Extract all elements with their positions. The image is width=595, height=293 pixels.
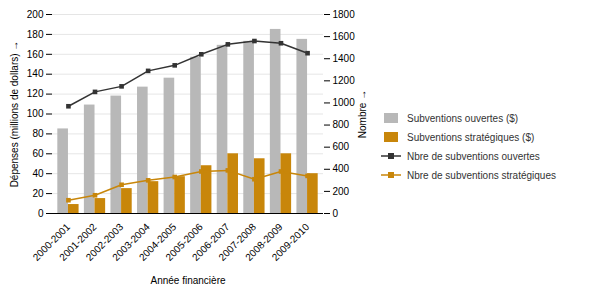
svg-text:0: 0 <box>38 208 44 219</box>
svg-text:1200: 1200 <box>333 75 356 86</box>
svg-text:1400: 1400 <box>333 53 356 64</box>
html-text:Subventions ouvertes ($): Subventions ouvertes ($) <box>407 112 519 124</box>
svg-text:2005-2006: 2005-2006 <box>163 221 205 263</box>
svg-text:2007-2008: 2007-2008 <box>216 221 259 263</box>
svg-text:2001-2002: 2001-2002 <box>57 221 99 263</box>
svg-text:2003-2004: 2003-2004 <box>110 221 152 263</box>
svg-text:100: 100 <box>27 108 44 119</box>
svg-text:1000: 1000 <box>333 97 356 108</box>
svg-text:2008-2009: 2008-2009 <box>243 221 285 263</box>
svg-text:2004-2005: 2004-2005 <box>136 221 179 263</box>
svg-text:Dépenses (millions de dollars): Dépenses (millions de dollars) → <box>9 41 20 188</box>
svg-text:160: 160 <box>27 49 44 60</box>
svg-text:800: 800 <box>333 119 350 130</box>
svg-text:200: 200 <box>333 186 350 197</box>
svg-text:60: 60 <box>32 148 44 159</box>
svg-text:2006-2007: 2006-2007 <box>189 221 232 263</box>
svg-text:200: 200 <box>27 9 44 20</box>
svg-text:1800: 1800 <box>333 9 356 20</box>
svg-text:20: 20 <box>32 188 44 199</box>
svg-text:80: 80 <box>32 128 44 139</box>
svg-text:140: 140 <box>27 68 44 79</box>
svg-text:2000-2001: 2000-2001 <box>30 221 73 263</box>
svg-text:600: 600 <box>333 141 350 152</box>
html-text:Nbre de subventions ouvertes: Nbre de subventions ouvertes <box>407 150 540 162</box>
svg-text:1600: 1600 <box>333 31 356 42</box>
svg-text:Année financière: Année financière <box>150 275 225 286</box>
svg-text:2002-2003: 2002-2003 <box>83 221 126 263</box>
svg-text:180: 180 <box>27 29 44 40</box>
html-text:Nbre de subventions stratégiqu: Nbre de subventions stratégiques <box>407 169 556 181</box>
svg-text:2009-2010: 2009-2010 <box>270 221 312 263</box>
svg-text:120: 120 <box>27 88 44 99</box>
svg-text:40: 40 <box>32 168 44 179</box>
svg-text:400: 400 <box>333 163 350 174</box>
html-text:Subventions stratégiques ($): Subventions stratégiques ($) <box>407 131 535 143</box>
svg-text:0: 0 <box>333 208 339 219</box>
svg-text:Nombre →: Nombre → <box>357 90 368 138</box>
